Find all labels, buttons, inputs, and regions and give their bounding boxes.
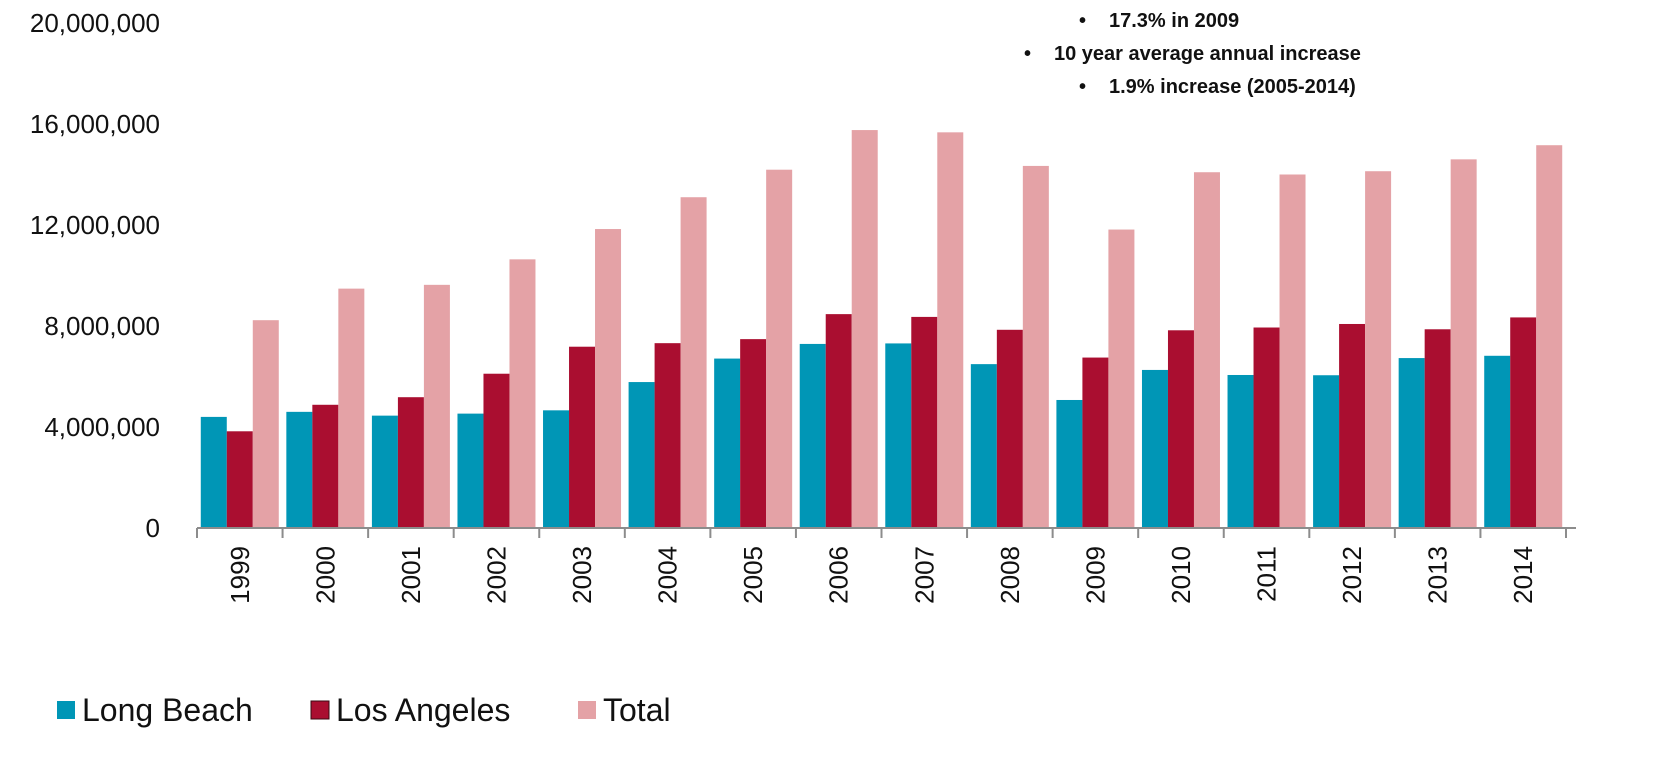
bar-long-beach-1999 — [200, 416, 227, 528]
bar-total-2014 — [1536, 145, 1563, 528]
x-tick-label-2012: 2012 — [1337, 546, 1367, 604]
bar-total-2008 — [1022, 165, 1049, 529]
bar-los-angeles-2004 — [654, 343, 681, 528]
x-tick-label-2011: 2011 — [1252, 546, 1282, 602]
annotation-text: 1.9% increase (2005-2014) — [1109, 76, 1356, 98]
x-axis-ticks — [196, 528, 1567, 538]
bar-total-2000 — [338, 288, 365, 528]
x-tick-label-2001: 2001 — [396, 546, 426, 604]
bar-los-angeles-2006 — [825, 314, 852, 528]
bar-long-beach-2009 — [1056, 399, 1083, 528]
bar-total-2005 — [766, 169, 793, 528]
legend: Long Beach Los Angeles Total — [57, 692, 671, 728]
bar-los-angeles-2011 — [1253, 327, 1280, 528]
x-tick-label-2009: 2009 — [1080, 546, 1110, 604]
bar-los-angeles-2012 — [1339, 323, 1366, 528]
bar-total-2013 — [1450, 159, 1477, 528]
bar-los-angeles-2000 — [312, 404, 339, 528]
bar-total-2006 — [851, 130, 878, 528]
x-tick-label-2000: 2000 — [310, 546, 340, 604]
bar-total-2003 — [595, 229, 622, 529]
legend-label-los-angeles: Los Angeles — [336, 692, 510, 728]
x-tick-label-2010: 2010 — [1166, 546, 1196, 604]
annotation-text: 17.3% in 2009 — [1109, 10, 1239, 32]
bar-total-1999 — [252, 320, 279, 528]
bar-long-beach-2012 — [1313, 375, 1340, 528]
bar-long-beach-2007 — [885, 343, 912, 528]
bar-total-2007 — [937, 132, 964, 528]
x-tick-label-2005: 2005 — [738, 546, 768, 604]
annotation-bullet: • — [1079, 76, 1086, 98]
x-tick-label-2013: 2013 — [1423, 546, 1453, 604]
legend-swatch-los-angeles — [310, 700, 330, 720]
bar-total-2002 — [509, 259, 536, 528]
bar-total-2012 — [1365, 171, 1392, 528]
bar-los-angeles-2001 — [397, 397, 424, 528]
legend-swatch-total — [578, 701, 596, 719]
x-tick-label-2004: 2004 — [653, 546, 683, 604]
bar-los-angeles-2010 — [1167, 330, 1194, 528]
x-tick-label-2007: 2007 — [909, 546, 939, 604]
bar-los-angeles-2008 — [996, 329, 1023, 528]
bar-total-2010 — [1193, 172, 1220, 529]
annotation-notes: • 9.1% in 2008 • 17.3% in 2009 • 10 year aver… — [1024, 0, 1361, 98]
legend-swatch-long-beach — [57, 701, 75, 719]
bar-long-beach-2013 — [1398, 358, 1425, 528]
bar-long-beach-2014 — [1484, 355, 1511, 528]
bar-total-2001 — [423, 284, 450, 528]
x-axis-tick-labels: 1999 2000 2001 2002 2003 2004 2005 2006 2007 2008… — [225, 546, 1538, 604]
annotation-bullet: • — [1024, 43, 1031, 65]
legend-label-long-beach: Long Beach — [82, 692, 253, 728]
bar-long-beach-2006 — [799, 343, 826, 528]
x-tick-label-2002: 2002 — [481, 546, 511, 604]
bar-long-beach-2008 — [970, 364, 997, 528]
y-tick-label: 8,000,000 — [44, 311, 160, 341]
bar-los-angeles-2003 — [569, 346, 596, 528]
x-tick-label-1999: 1999 — [225, 546, 255, 604]
bar-los-angeles-2013 — [1424, 329, 1451, 528]
x-tick-label-2003: 2003 — [567, 546, 597, 604]
bar-long-beach-2005 — [714, 358, 741, 528]
y-tick-label: 0 — [146, 513, 160, 543]
bar-total-2004 — [680, 197, 707, 528]
x-tick-label-2014: 2014 — [1508, 546, 1538, 604]
bar-long-beach-2000 — [286, 411, 313, 528]
bar-los-angeles-1999 — [226, 431, 253, 528]
annotation-bullet: • — [1079, 10, 1086, 32]
bar-total-2011 — [1279, 174, 1306, 528]
bar-long-beach-2002 — [457, 413, 484, 528]
bar-total-2009 — [1108, 229, 1135, 529]
bar-long-beach-2004 — [628, 382, 655, 528]
bar-los-angeles-2005 — [740, 339, 767, 528]
y-tick-label: 20,000,000 — [30, 8, 160, 38]
annotation-text: 9.1% in 2008 — [1109, 0, 1228, 2]
bar-long-beach-2010 — [1141, 369, 1168, 528]
bar-los-angeles-2014 — [1510, 317, 1537, 528]
bar-long-beach-2001 — [371, 415, 398, 528]
legend-label-total: Total — [603, 692, 671, 728]
annotation-bullet: • — [1079, 0, 1086, 2]
bar-long-beach-2003 — [543, 410, 570, 528]
bars-group — [200, 130, 1563, 529]
y-tick-label: 16,000,000 — [30, 109, 160, 139]
y-tick-label: 4,000,000 — [44, 412, 160, 442]
bar-los-angeles-2002 — [483, 373, 510, 528]
x-tick-label-2008: 2008 — [995, 546, 1025, 604]
bar-long-beach-2011 — [1227, 374, 1254, 528]
bar-los-angeles-2007 — [911, 316, 938, 528]
x-tick-label-2006: 2006 — [824, 546, 854, 604]
bar-los-angeles-2009 — [1082, 357, 1109, 528]
annotation-text: 10 year average annual increase — [1054, 43, 1361, 65]
y-tick-label: 12,000,000 — [30, 210, 160, 240]
y-axis-tick-labels: 0 4,000,000 8,000,000 12,000,000 16,000,000 2… — [30, 8, 160, 543]
